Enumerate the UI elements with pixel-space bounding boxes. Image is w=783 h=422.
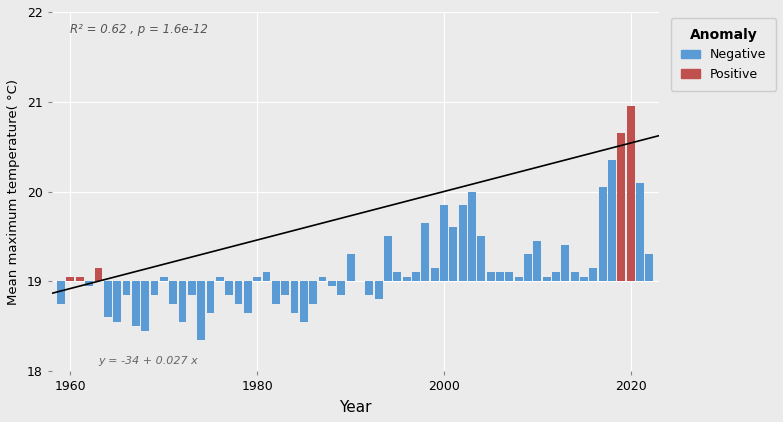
- Bar: [599, 187, 607, 281]
- Bar: [114, 281, 121, 322]
- Bar: [608, 160, 616, 281]
- Bar: [626, 106, 634, 281]
- Bar: [262, 272, 270, 281]
- Bar: [76, 277, 84, 281]
- Bar: [412, 272, 420, 281]
- Bar: [226, 281, 233, 295]
- Bar: [431, 268, 438, 281]
- Bar: [571, 272, 579, 281]
- Bar: [95, 268, 103, 281]
- Bar: [337, 281, 345, 295]
- Bar: [122, 281, 131, 295]
- Bar: [300, 281, 308, 322]
- Bar: [393, 272, 401, 281]
- Bar: [505, 272, 513, 281]
- Bar: [617, 133, 626, 281]
- Bar: [468, 192, 476, 281]
- Bar: [309, 281, 317, 304]
- Bar: [533, 241, 541, 281]
- Bar: [496, 272, 504, 281]
- Bar: [85, 281, 93, 286]
- Bar: [281, 281, 289, 295]
- Bar: [524, 254, 532, 281]
- Bar: [347, 254, 355, 281]
- Bar: [486, 272, 495, 281]
- Bar: [244, 281, 252, 313]
- Bar: [514, 277, 522, 281]
- Y-axis label: Mean maximum temperature( °C): Mean maximum temperature( °C): [7, 78, 20, 305]
- Text: R² = 0.62 , p = 1.6e-12: R² = 0.62 , p = 1.6e-12: [70, 23, 207, 36]
- Bar: [150, 281, 158, 295]
- X-axis label: Year: Year: [339, 400, 371, 415]
- Bar: [253, 277, 262, 281]
- Bar: [197, 281, 205, 340]
- Bar: [561, 245, 569, 281]
- Bar: [543, 277, 550, 281]
- Legend: Negative, Positive: Negative, Positive: [671, 18, 776, 91]
- Bar: [328, 281, 336, 286]
- Bar: [402, 277, 410, 281]
- Bar: [580, 277, 588, 281]
- Bar: [636, 183, 644, 281]
- Text: y = -34 + 0.027 x: y = -34 + 0.027 x: [99, 356, 198, 366]
- Bar: [374, 281, 383, 299]
- Bar: [235, 281, 243, 304]
- Bar: [421, 223, 429, 281]
- Bar: [290, 281, 298, 313]
- Bar: [552, 272, 560, 281]
- Bar: [449, 227, 457, 281]
- Bar: [319, 277, 327, 281]
- Bar: [440, 205, 448, 281]
- Bar: [384, 236, 392, 281]
- Bar: [188, 281, 196, 295]
- Bar: [160, 277, 168, 281]
- Bar: [645, 254, 653, 281]
- Bar: [207, 281, 215, 313]
- Bar: [141, 281, 149, 331]
- Bar: [67, 277, 74, 281]
- Bar: [179, 281, 186, 322]
- Bar: [272, 281, 280, 304]
- Bar: [132, 281, 140, 326]
- Bar: [459, 205, 467, 281]
- Bar: [169, 281, 177, 304]
- Bar: [590, 268, 597, 281]
- Bar: [216, 277, 224, 281]
- Bar: [365, 281, 373, 295]
- Bar: [57, 281, 65, 304]
- Bar: [478, 236, 485, 281]
- Bar: [104, 281, 112, 317]
